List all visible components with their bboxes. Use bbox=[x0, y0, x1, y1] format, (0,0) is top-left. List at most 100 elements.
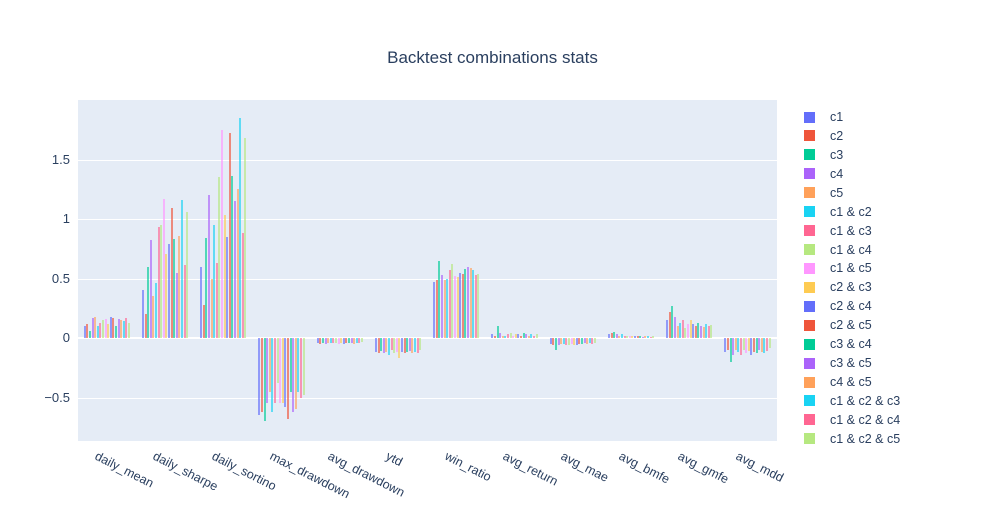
bar-c3-c5-avg_gmfe[interactable] bbox=[700, 326, 703, 338]
bar-c1-avg_mdd[interactable] bbox=[724, 338, 727, 353]
bar-c1-c4-avg_return[interactable] bbox=[509, 333, 512, 338]
bar-c3-avg_drawdown[interactable] bbox=[321, 338, 324, 343]
bar-c5-avg_mae[interactable] bbox=[560, 338, 563, 344]
bar-c1-c2-c5-avg_mae[interactable] bbox=[593, 338, 596, 343]
bar-c1-c2-daily_mean[interactable] bbox=[96, 326, 99, 338]
legend-item-c1-c2-c5[interactable]: c1 & c2 & c5 bbox=[804, 431, 900, 447]
bar-c3-c5-avg_mdd[interactable] bbox=[758, 338, 761, 350]
bar-c2-c4-avg_mdd[interactable] bbox=[750, 338, 753, 355]
bar-c1-c3-avg_return[interactable] bbox=[507, 334, 510, 338]
bar-c2-daily_sharpe[interactable] bbox=[144, 314, 147, 338]
legend-item-c2-c4[interactable]: c2 & c4 bbox=[804, 298, 872, 314]
bar-c1-c2-c3-avg_return[interactable] bbox=[530, 334, 533, 338]
bar-c2-c3-avg_bmfe[interactable] bbox=[631, 335, 634, 338]
bar-c1-avg_bmfe[interactable] bbox=[607, 334, 610, 338]
bar-c2-max_drawdown[interactable] bbox=[261, 338, 264, 412]
bar-c4-ytd[interactable] bbox=[382, 338, 385, 354]
bar-c2-c4-avg_return[interactable] bbox=[517, 334, 520, 338]
bar-c1-c5-daily_sortino[interactable] bbox=[221, 129, 224, 338]
legend-item-c2-c5[interactable]: c2 & c5 bbox=[804, 317, 872, 333]
bar-c2-c5-ytd[interactable] bbox=[403, 338, 406, 354]
bar-c1-c5-avg_return[interactable] bbox=[512, 335, 515, 338]
bar-c1-c2-c3-avg_mae[interactable] bbox=[588, 338, 591, 343]
bar-c1-c2-c3-avg_drawdown[interactable] bbox=[355, 338, 358, 343]
bar-c3-c4-daily_sortino[interactable] bbox=[231, 176, 234, 338]
bar-c1-c2-c4-avg_mae[interactable] bbox=[591, 338, 594, 344]
bar-c2-c4-avg_gmfe[interactable] bbox=[692, 323, 695, 338]
bar-c1-c3-avg_drawdown[interactable] bbox=[332, 338, 335, 343]
bar-c3-max_drawdown[interactable] bbox=[263, 338, 266, 422]
bar-c2-c5-avg_gmfe[interactable] bbox=[694, 326, 697, 338]
bar-c2-c4-avg_mae[interactable] bbox=[575, 338, 578, 346]
bar-c3-avg_bmfe[interactable] bbox=[613, 332, 616, 338]
bar-c1-avg_mae[interactable] bbox=[549, 338, 552, 344]
bar-c1-c2-c3-ytd[interactable] bbox=[413, 338, 416, 353]
bar-c1-c2-c3-daily_sortino[interactable] bbox=[239, 117, 242, 338]
bar-c1-c5-max_drawdown[interactable] bbox=[279, 338, 282, 404]
bar-c1-c4-win_ratio[interactable] bbox=[451, 264, 454, 338]
bar-c3-c5-daily_sortino[interactable] bbox=[234, 201, 237, 338]
bar-c1-c3-avg_gmfe[interactable] bbox=[681, 320, 684, 338]
bar-c1-c5-avg_bmfe[interactable] bbox=[628, 335, 631, 338]
bar-c4-c5-max_drawdown[interactable] bbox=[294, 338, 297, 410]
bar-c4-avg_mdd[interactable] bbox=[732, 338, 735, 355]
bar-c2-avg_bmfe[interactable] bbox=[610, 333, 613, 338]
bar-c4-daily_mean[interactable] bbox=[91, 317, 94, 338]
bar-c1-c2-avg_bmfe[interactable] bbox=[620, 334, 623, 338]
bar-c2-c5-daily_mean[interactable] bbox=[112, 317, 115, 338]
bar-c1-c4-avg_gmfe[interactable] bbox=[684, 328, 687, 338]
bar-c2-c3-max_drawdown[interactable] bbox=[281, 338, 284, 404]
legend-item-c3-c5[interactable]: c3 & c5 bbox=[804, 355, 872, 371]
bar-c1-c2-c3-avg_gmfe[interactable] bbox=[705, 323, 708, 338]
bar-c2-avg_return[interactable] bbox=[494, 335, 497, 338]
bar-c1-c5-daily_mean[interactable] bbox=[104, 318, 107, 338]
bar-c1-c4-avg_mdd[interactable] bbox=[742, 338, 745, 350]
bar-c4-avg_gmfe[interactable] bbox=[674, 316, 677, 338]
bar-c4-daily_sortino[interactable] bbox=[208, 195, 211, 338]
bar-c2-daily_mean[interactable] bbox=[86, 323, 89, 338]
bar-c2-avg_mae[interactable] bbox=[552, 338, 555, 346]
bar-c1-c3-daily_sharpe[interactable] bbox=[157, 227, 160, 338]
bar-c1-c2-c3-daily_sharpe[interactable] bbox=[180, 199, 183, 338]
legend-item-c4[interactable]: c4 bbox=[804, 166, 843, 182]
legend-item-c2[interactable]: c2 bbox=[804, 128, 843, 144]
bar-c3-daily_sortino[interactable] bbox=[205, 238, 208, 338]
bar-c1-c2-c4-avg_gmfe[interactable] bbox=[707, 326, 710, 338]
bar-c1-daily_mean[interactable] bbox=[83, 326, 86, 338]
bar-c1-c4-avg_bmfe[interactable] bbox=[626, 335, 629, 338]
bar-c4-avg_mae[interactable] bbox=[557, 338, 560, 346]
bar-c2-c3-avg_gmfe[interactable] bbox=[689, 320, 692, 338]
bar-c1-c4-avg_drawdown[interactable] bbox=[334, 338, 337, 343]
bar-c1-c2-c4-avg_return[interactable] bbox=[533, 335, 536, 338]
bar-c2-c5-max_drawdown[interactable] bbox=[287, 338, 290, 419]
bar-c3-c5-max_drawdown[interactable] bbox=[292, 338, 295, 412]
bar-c1-c2-c4-win_ratio[interactable] bbox=[474, 274, 477, 338]
bar-c1-c2-avg_drawdown[interactable] bbox=[329, 338, 332, 343]
bar-c3-c4-max_drawdown[interactable] bbox=[289, 338, 292, 392]
bar-c2-c4-ytd[interactable] bbox=[400, 338, 403, 353]
bar-c2-avg_drawdown[interactable] bbox=[319, 338, 322, 344]
bar-c1-c3-avg_mdd[interactable] bbox=[740, 338, 743, 355]
bar-c2-c4-daily_sortino[interactable] bbox=[226, 236, 229, 338]
legend-item-c3-c4[interactable]: c3 & c4 bbox=[804, 336, 872, 352]
legend-item-c1-c2-c4[interactable]: c1 & c2 & c4 bbox=[804, 412, 900, 428]
bar-c1-c4-max_drawdown[interactable] bbox=[276, 338, 279, 384]
bar-c1-c5-ytd[interactable] bbox=[395, 338, 398, 353]
bar-c2-avg_mdd[interactable] bbox=[727, 338, 730, 350]
bar-c3-c5-win_ratio[interactable] bbox=[467, 266, 470, 338]
bar-c2-c5-avg_mdd[interactable] bbox=[753, 338, 756, 353]
bar-c1-ytd[interactable] bbox=[374, 338, 377, 353]
legend-item-c1-c5[interactable]: c1 & c5 bbox=[804, 260, 872, 276]
bar-c1-c2-c3-avg_bmfe[interactable] bbox=[646, 335, 649, 338]
bar-c2-c5-avg_drawdown[interactable] bbox=[345, 338, 348, 343]
bar-c1-c5-avg_gmfe[interactable] bbox=[687, 323, 690, 338]
bar-c4-c5-avg_drawdown[interactable] bbox=[353, 338, 356, 344]
bar-c3-daily_sharpe[interactable] bbox=[147, 266, 150, 338]
bar-c1-c2-avg_mae[interactable] bbox=[562, 338, 565, 344]
bar-c1-c2-c4-daily_sortino[interactable] bbox=[241, 233, 244, 338]
bar-c5-avg_return[interactable] bbox=[501, 335, 504, 338]
bar-c4-avg_drawdown[interactable] bbox=[324, 338, 327, 344]
bar-c1-c5-win_ratio[interactable] bbox=[454, 276, 457, 338]
bar-c1-c3-max_drawdown[interactable] bbox=[274, 338, 277, 404]
bar-c4-avg_bmfe[interactable] bbox=[615, 334, 618, 338]
